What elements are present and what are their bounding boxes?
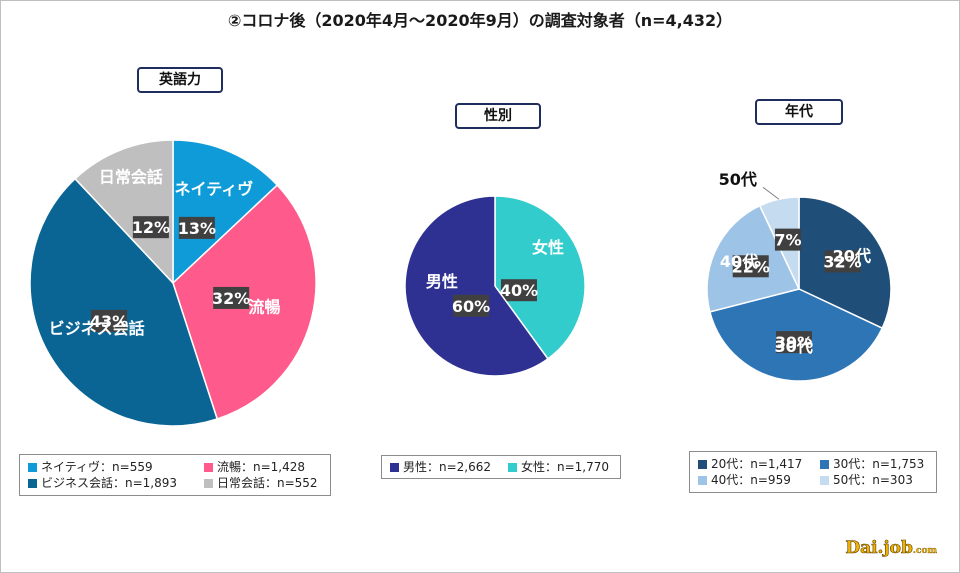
slice-name-label: 流暢	[248, 297, 280, 316]
slice-name-label: ビジネス会話	[49, 319, 145, 338]
daijob-logo: Dai.job.com	[845, 538, 937, 559]
legend-item-30s: 30代：n=1,753	[820, 456, 924, 472]
legend-text: 男性：n=2,662	[403, 460, 492, 474]
slice-name-label: 男性	[426, 272, 458, 291]
percent-label-box	[453, 294, 490, 317]
legend-age: 20代：n=1,417 30代：n=1,753 40代：n=959 50代：n=…	[689, 451, 937, 493]
legend-english: ネイティヴ：n=559 流暢：n=1,428 ビジネス会話：n=1,893 日常…	[19, 454, 331, 496]
logo-suffix-text: .com	[912, 546, 937, 556]
legend-text: 日常会話：n=552	[217, 476, 318, 490]
legend-item-fluent: 流暢：n=1,428	[204, 459, 305, 475]
percent-label-box	[213, 286, 250, 309]
legend-item-female: 女性：n=1,770	[508, 459, 609, 475]
slice-name-label: 20代	[833, 246, 871, 265]
pie-chart-0: 13% ネイティヴ 32%流暢 43%ビジネス会話 12% 日常会話	[29, 139, 317, 427]
pie-slice	[404, 195, 549, 377]
legend-gender: 男性：n=2,662 女性：n=1,770	[381, 455, 621, 479]
percent-label: 22%	[732, 257, 770, 276]
panel-label-age: 年代	[755, 99, 843, 125]
legend-text: 30代：n=1,753	[833, 457, 925, 471]
percent-label-box	[774, 228, 801, 251]
percent-label: 7%	[774, 231, 801, 250]
legend-item-daily: 日常会話：n=552	[204, 475, 318, 491]
legend-text: ビジネス会話：n=1,893	[41, 476, 178, 490]
legend-item-20s: 20代：n=1,417	[698, 456, 820, 472]
pie-slice	[74, 139, 174, 285]
pie-slice	[172, 139, 279, 285]
legend-text: 女性：n=1,770	[521, 460, 610, 474]
percent-label-box	[178, 216, 215, 239]
percent-label: 13%	[178, 219, 216, 238]
legend-swatch	[698, 475, 707, 485]
slice-name-label: 50代	[719, 170, 757, 189]
legend-item-50s: 50代：n=303	[820, 472, 913, 488]
percent-label: 32%	[823, 252, 861, 271]
percent-label: 39%	[775, 333, 813, 352]
logo-main-text: Dai.job	[845, 538, 913, 559]
percent-label-box	[824, 250, 861, 273]
percent-label: 43%	[90, 312, 128, 331]
legend-swatch	[204, 462, 213, 472]
pie-chart-1: 40% 女性 60% 男性	[404, 195, 586, 377]
page-title: ②コロナ後（2020年4月～2020年9月）の調査対象者（n=4,432）	[227, 11, 733, 30]
percent-label-box	[90, 309, 127, 332]
panel-label-gender: 性別	[455, 103, 541, 129]
legend-text: 40代：n=959	[711, 473, 791, 487]
legend-text: ネイティヴ：n=559	[41, 460, 153, 474]
slice-name-label: 40代	[720, 252, 758, 271]
legend-text: 流暢：n=1,428	[217, 460, 306, 474]
legend-swatch	[698, 459, 707, 469]
percent-label: 32%	[212, 289, 250, 308]
pie-slice	[29, 177, 219, 427]
legend-swatch	[28, 462, 37, 472]
legend-item-business: ビジネス会話：n=1,893	[28, 475, 204, 491]
legend-item-male: 男性：n=2,662	[390, 459, 508, 475]
percent-label-box	[775, 331, 812, 354]
percent-label-box	[732, 255, 769, 278]
legend-text: 50代：n=303	[833, 473, 913, 487]
slice-name-label: 日常会話	[99, 168, 163, 187]
slice-name-label: 女性	[532, 238, 564, 257]
panel-label-english: 英語力	[137, 67, 223, 93]
legend-swatch	[28, 478, 37, 488]
leader-line	[762, 186, 780, 200]
pie-slice	[494, 195, 586, 360]
legend-swatch	[820, 475, 829, 485]
legend-swatch	[390, 462, 399, 472]
pie-chart-2: 32%20代 39%30代 22%40代 7% 50代	[706, 170, 892, 382]
legend-swatch	[508, 462, 517, 472]
percent-label: 40%	[500, 281, 538, 300]
legend-text: 20代：n=1,417	[711, 457, 803, 471]
legend-swatch	[820, 459, 829, 469]
legend-swatch	[204, 478, 213, 488]
legend-item-40s: 40代：n=959	[698, 472, 820, 488]
legend-item-native: ネイティヴ：n=559	[28, 459, 204, 475]
slice-name-label: ネイティヴ	[175, 180, 254, 199]
percent-label: 12%	[132, 218, 170, 237]
percent-label: 60%	[452, 297, 490, 316]
slice-name-label: 30代	[774, 337, 812, 356]
percent-label-box	[500, 279, 537, 302]
percent-label-box	[132, 216, 169, 239]
